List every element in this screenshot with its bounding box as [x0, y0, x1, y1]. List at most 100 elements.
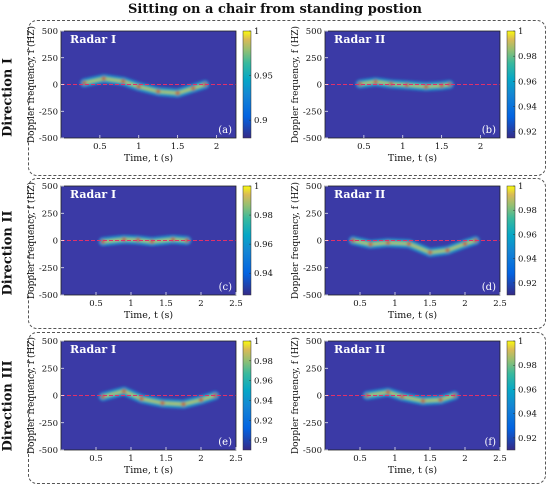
signature-point — [462, 241, 468, 246]
x-tick-label: 1.5 — [423, 454, 437, 464]
signature-point — [368, 242, 373, 247]
colorbar-tick-label: 0.95 — [254, 72, 273, 82]
colorbar — [242, 340, 252, 451]
radar-legend: Radar I — [70, 188, 116, 201]
panel-letter: (a) — [218, 125, 232, 136]
colorbar-tick-label: 0.92 — [518, 279, 537, 289]
signature-band-core — [352, 239, 477, 254]
colorbar-tick-label: 0.96 — [254, 240, 273, 250]
colorbar-tick-label: 1 — [254, 337, 259, 347]
signature-point — [385, 390, 391, 395]
x-axis-label: Time, t (s) — [124, 153, 173, 164]
y-tick-label: 0 — [317, 81, 322, 91]
x-tick-label: 1 — [392, 454, 397, 464]
colorbar-tick-label: 0.96 — [518, 230, 537, 240]
y-tick-label: -500 — [303, 291, 322, 301]
x-tick-label: 2.5 — [493, 299, 507, 309]
y-tick-label: -500 — [39, 134, 58, 144]
y-tick-label: 250 — [42, 364, 58, 374]
x-axis-label: Time, t (s) — [388, 310, 437, 321]
y-tick-label: 250 — [306, 364, 322, 374]
spectrogram-signature — [79, 74, 210, 98]
colorbar — [506, 185, 516, 296]
colorbar-tick-label: 0.96 — [518, 77, 537, 87]
y-tick-label: 500 — [306, 182, 322, 192]
signature-point — [445, 248, 450, 253]
panel-e: 500 250 0 -250 -500 0.5 1 1.5 2 2.5 Time, t (s) Dop… — [26, 337, 273, 476]
y-tick-label: 0 — [317, 237, 322, 247]
row-box-direction-1 — [28, 20, 546, 176]
signature-point — [121, 388, 127, 394]
x-tick-label: 1.5 — [159, 299, 173, 309]
row-box-direction-3 — [28, 332, 546, 484]
signature-point — [181, 402, 186, 407]
colorbar — [242, 30, 252, 139]
spectrogram-signature — [348, 236, 480, 257]
x-tick-label: 1.5 — [435, 142, 449, 152]
colorbar-tick-label: 0.98 — [254, 357, 273, 367]
y-tick-label: 250 — [42, 209, 58, 219]
signature-point — [136, 84, 141, 89]
y-tick-label: -250 — [303, 419, 322, 429]
panel-c: 500 250 0 -250 -500 0.5 1 1.5 2 2.5 Time, t (s) Dop… — [26, 182, 273, 321]
y-tick-label: 500 — [42, 27, 58, 37]
y-tick-label: 0 — [53, 237, 58, 247]
y-tick-label: 500 — [306, 27, 322, 37]
y-tick-label: -250 — [303, 107, 322, 117]
y-tick-label: 250 — [306, 54, 322, 64]
y-axis-label: Doppler frequency, f (HZ) — [26, 182, 37, 299]
x-tick-label: 0.5 — [89, 454, 103, 464]
x-tick-label: 1 — [128, 454, 133, 464]
colorbar-tick-label: 0.98 — [518, 361, 537, 371]
panel-letter: (e) — [218, 437, 232, 448]
x-tick-label: 0.5 — [353, 454, 367, 464]
y-tick-label: 500 — [42, 337, 58, 347]
radar-legend: Radar II — [334, 343, 385, 356]
signature-point — [191, 86, 196, 91]
colorbar-tick-label: 1 — [518, 337, 523, 347]
x-tick-label: 2 — [462, 454, 467, 464]
x-tick-label: 1 — [392, 299, 397, 309]
x-tick-label: 0.5 — [357, 142, 371, 152]
x-tick-label: 2.5 — [493, 454, 507, 464]
signature-point — [438, 397, 443, 403]
figure-title: Sitting on a chair from standing postion — [128, 2, 422, 17]
colorbar-tick-label: 0.94 — [254, 269, 273, 279]
panel-f: 500 250 0 -250 -500 0.5 1 1.5 2 2.5 Time, t (s) Dop… — [290, 337, 537, 476]
y-axis-label: Doppler frequency, f (HZ) — [290, 26, 301, 143]
signature-point — [427, 250, 433, 255]
y-tick-label: -500 — [303, 446, 322, 456]
x-tick-label: 2 — [478, 142, 483, 152]
y-tick-label: -500 — [303, 134, 322, 144]
x-tick-label: 1.5 — [159, 454, 173, 464]
x-tick-label: 0.5 — [353, 299, 367, 309]
x-tick-label: 2 — [198, 299, 203, 309]
signature-point — [385, 240, 391, 245]
x-tick-label: 2 — [198, 454, 203, 464]
colorbar-tick-label: 0.94 — [518, 255, 537, 265]
signature-point — [357, 81, 363, 87]
x-tick-label: 2 — [214, 142, 219, 152]
x-tick-label: 2.5 — [229, 299, 243, 309]
x-tick-label: 1.5 — [423, 299, 437, 309]
y-axis-label: Doppler frequency, f (HZ) — [26, 26, 37, 143]
x-tick-label: 2 — [462, 299, 467, 309]
colorbar-tick-label: 0.92 — [518, 128, 537, 138]
colorbar-tick-label: 0.94 — [254, 396, 273, 406]
x-tick-label: 1 — [400, 142, 405, 152]
colorbar — [506, 340, 516, 451]
signature-point — [198, 397, 204, 403]
signature-point — [404, 82, 409, 88]
y-tick-label: 250 — [306, 209, 322, 219]
y-tick-label: -250 — [303, 264, 322, 274]
signature-point — [82, 80, 87, 86]
colorbar-tick-label: 1 — [518, 182, 523, 192]
x-axis-label: Time, t (s) — [388, 153, 437, 164]
colorbar-tick-label: 0.94 — [518, 410, 537, 420]
colorbar-tick-label: 1 — [254, 182, 259, 192]
colorbar-tick-label: 0.92 — [254, 416, 273, 426]
signature-point — [101, 76, 106, 81]
colorbar — [242, 185, 252, 296]
signature-point — [388, 81, 394, 87]
